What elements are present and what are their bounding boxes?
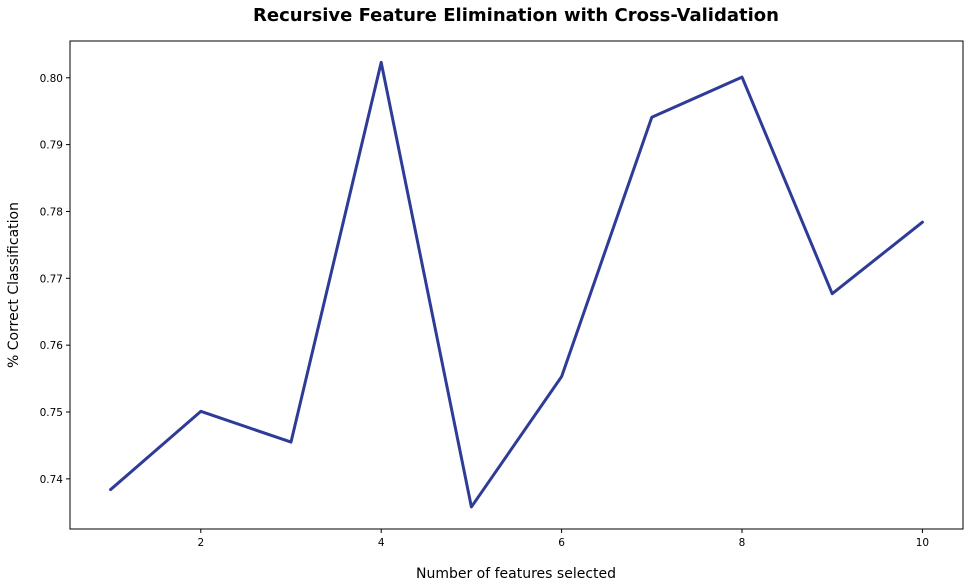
x-tick-label: 10	[916, 537, 929, 549]
y-tick-label: 0.77	[40, 273, 63, 285]
x-tick-label: 4	[378, 537, 385, 549]
y-tick-label: 0.79	[40, 140, 63, 152]
y-tick-label: 0.80	[40, 73, 63, 85]
plot-frame	[69, 40, 964, 530]
x-axis-label: Number of features selected	[416, 566, 616, 582]
series-layer	[109, 60, 924, 509]
chart-title: Recursive Feature Elimination with Cross…	[253, 5, 779, 26]
y-tick-label: 0.78	[40, 206, 63, 218]
series-line	[109, 60, 924, 509]
x-tick-label: 6	[558, 537, 565, 549]
x-tick-label: 8	[739, 537, 746, 549]
x-tick-label: 2	[197, 537, 204, 549]
y-tick-label: 0.74	[40, 474, 64, 486]
plot-area	[69, 40, 964, 530]
y-axis-label: % Correct Classification	[6, 202, 22, 368]
y-tick-label: 0.76	[40, 340, 64, 352]
x-axis: 2 4 6 8 10	[197, 529, 929, 549]
y-tick-label: 0.75	[40, 407, 63, 419]
y-axis: 0.74 0.75 0.76 0.77 0.78 0.79 0.80	[40, 73, 70, 486]
